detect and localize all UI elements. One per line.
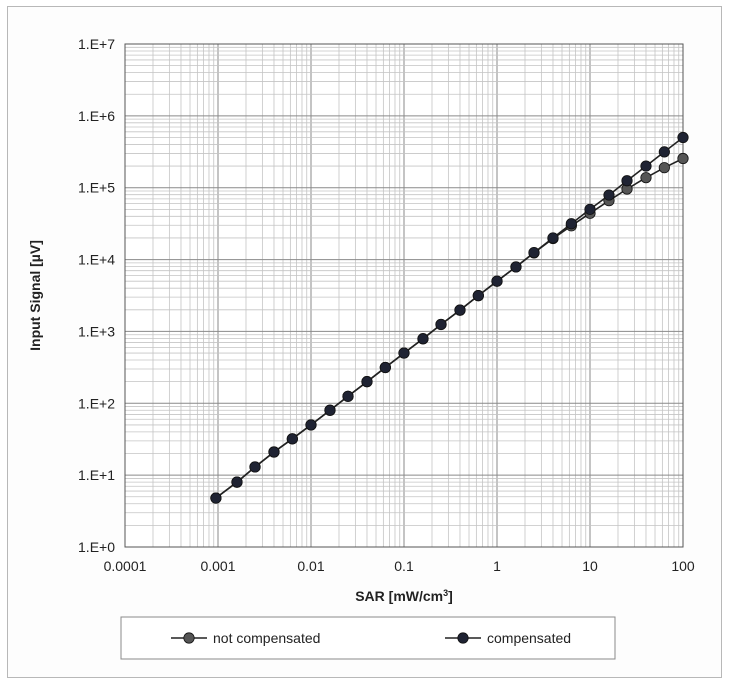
grid [124,43,684,548]
legend: not compensated compensated [120,616,616,660]
data-point [361,376,373,388]
data-point [286,433,298,445]
x-tick-label: 1 [493,558,501,574]
data-point [398,347,410,359]
x-tick-label: 0.01 [297,558,324,574]
series-layer [210,131,689,504]
series-2 [210,131,689,504]
legend-marker [457,632,469,644]
data-point [603,189,615,201]
data-point [324,404,336,416]
y-tick-label: 1.E+0 [78,539,115,555]
data-point [658,162,670,174]
data-point [621,175,633,187]
legend-label: not compensated [213,630,320,646]
x-axis-title: SAR [mW/cm3] [355,588,453,604]
chart-frame: 1.E+0 1.E+1 1.E+2 1.E+3 1.E+4 1.E+5 1.E+6 1.E+7… [7,6,722,678]
data-point [342,390,354,402]
data-point [658,146,670,158]
data-point [249,461,261,473]
plot-border [124,43,684,548]
legend-label: compensated [487,630,571,646]
data-point [640,160,652,172]
data-point [491,275,503,287]
data-point [454,304,466,316]
data-point [510,261,522,273]
x-tick-label: 0.1 [394,558,414,574]
data-point [565,218,577,230]
data-point [677,152,689,165]
data-point [231,476,243,488]
data-point [268,446,280,458]
y-tick-label: 1.E+1 [78,467,115,483]
y-tick-label: 1.E+3 [78,323,115,339]
data-point [528,247,540,259]
data-point [379,361,391,374]
y-axis-title: Input Signal [µV] [27,240,43,351]
data-point [640,172,652,184]
axes: 1.E+0 1.E+1 1.E+2 1.E+3 1.E+4 1.E+5 1.E+6 1.E+7… [78,36,695,574]
x-tick-label: 0.0001 [104,558,147,574]
legend-marker [183,632,195,644]
y-tick-label: 1.E+6 [78,108,115,124]
y-tick-label: 1.E+7 [78,36,115,52]
data-point [584,203,596,215]
chart: 1.E+0 1.E+1 1.E+2 1.E+3 1.E+4 1.E+5 1.E+6 1.E+7… [27,36,695,660]
data-point [472,290,484,302]
y-tick-label: 1.E+5 [78,180,115,196]
data-point [210,492,222,504]
x-tick-label: 100 [671,558,695,574]
x-tick-label: 0.001 [200,558,235,574]
x-tick-label: 10 [582,558,598,574]
data-point [435,318,447,331]
data-point [547,232,559,244]
data-point [305,419,317,431]
data-point [677,131,689,144]
data-point [417,333,429,345]
y-tick-label: 1.E+4 [78,252,115,268]
y-tick-label: 1.E+2 [78,395,115,411]
